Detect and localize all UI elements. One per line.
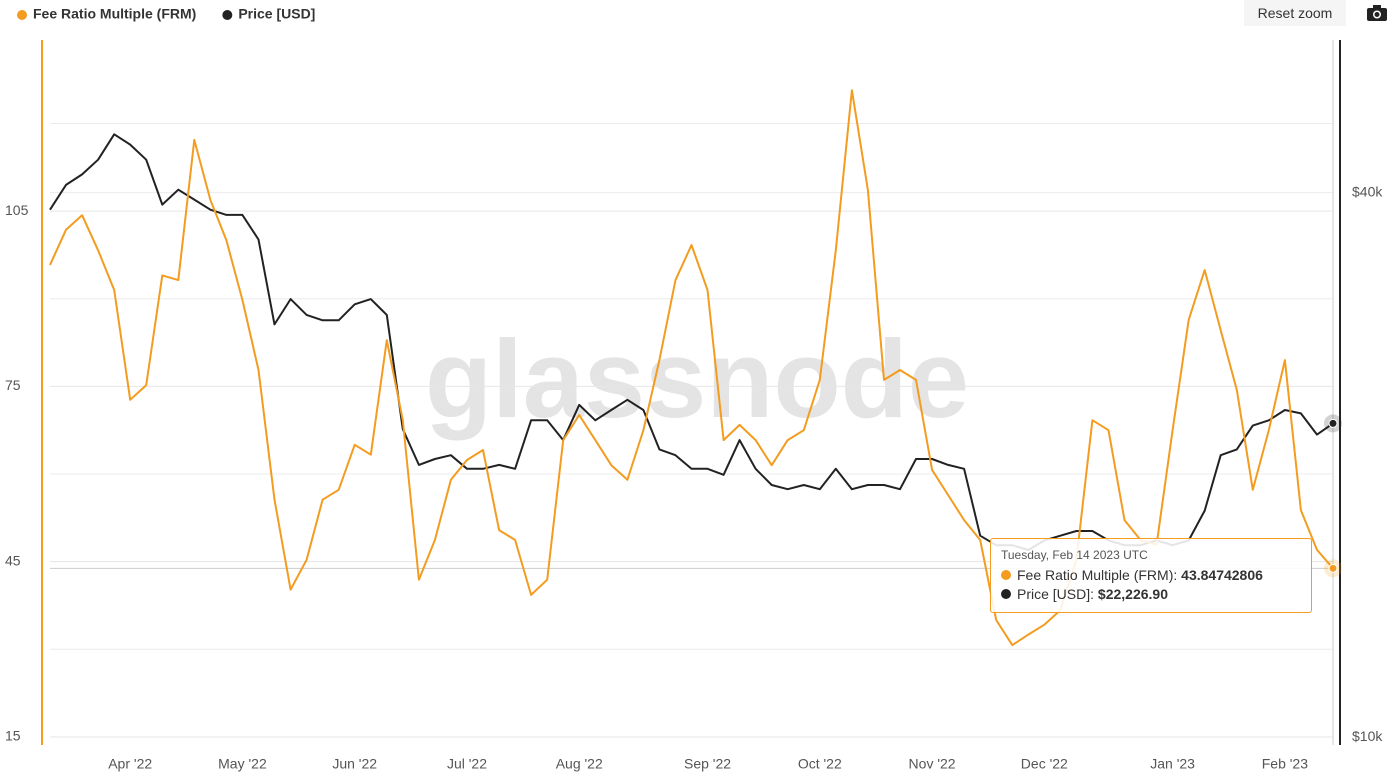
tooltip-row: Price [USD]: $22,226.90 bbox=[1001, 586, 1301, 602]
camera-icon[interactable] bbox=[1366, 4, 1388, 22]
tooltip-value: 43.84742806 bbox=[1181, 567, 1263, 583]
x-tick-label: Jun '22 bbox=[332, 756, 377, 772]
x-tick-label: Jul '22 bbox=[447, 756, 487, 772]
legend-label: Price [USD] bbox=[238, 6, 315, 22]
legend-marker bbox=[222, 10, 233, 20]
x-tick-label: Nov '22 bbox=[909, 756, 956, 772]
legend-label: Fee Ratio Multiple (FRM) bbox=[33, 6, 196, 22]
y-tick-label: 45 bbox=[5, 552, 21, 568]
legend-marker bbox=[17, 10, 27, 20]
tooltip-row: Fee Ratio Multiple (FRM): 43.84742806 bbox=[1001, 567, 1301, 583]
y-tick-label: 75 bbox=[5, 377, 21, 393]
tooltip-label: Fee Ratio Multiple (FRM): bbox=[1017, 567, 1178, 583]
legend: Fee Ratio Multiple (FRM) Price [USD] bbox=[17, 6, 315, 22]
tooltip-value: $22,226.90 bbox=[1097, 586, 1168, 602]
watermark: glassnode bbox=[425, 318, 969, 441]
hover-point bbox=[1328, 563, 1338, 573]
tooltip: Tuesday, Feb 14 2023 UTC Fee Ratio Multi… bbox=[990, 538, 1312, 613]
tooltip-dot bbox=[1001, 570, 1011, 580]
y-tick-label: 105 bbox=[5, 202, 29, 218]
y2-tick-label: $10k bbox=[1352, 728, 1383, 744]
tooltip-date: Tuesday, Feb 14 2023 UTC bbox=[1001, 548, 1148, 562]
x-tick-label: Sep '22 bbox=[684, 756, 731, 772]
hover-point bbox=[1328, 418, 1338, 428]
x-tick-label: May '22 bbox=[218, 756, 267, 772]
x-tick-label: Aug '22 bbox=[556, 756, 603, 772]
x-tick-label: Oct '22 bbox=[798, 756, 842, 772]
x-tick-label: Jan '23 bbox=[1150, 756, 1195, 772]
y-tick-label: 15 bbox=[5, 728, 21, 744]
series-line bbox=[49, 89, 1334, 647]
tooltip-label: Price [USD]: bbox=[1017, 586, 1095, 602]
x-tick-label: Apr '22 bbox=[108, 756, 152, 772]
x-tick-label: Dec '22 bbox=[1021, 756, 1068, 772]
y2-tick-label: $40k bbox=[1352, 183, 1383, 199]
reset-zoom-button[interactable]: Reset zoom bbox=[1244, 0, 1346, 26]
x-tick-label: Feb '23 bbox=[1262, 756, 1308, 772]
tooltip-dot bbox=[1001, 589, 1011, 599]
